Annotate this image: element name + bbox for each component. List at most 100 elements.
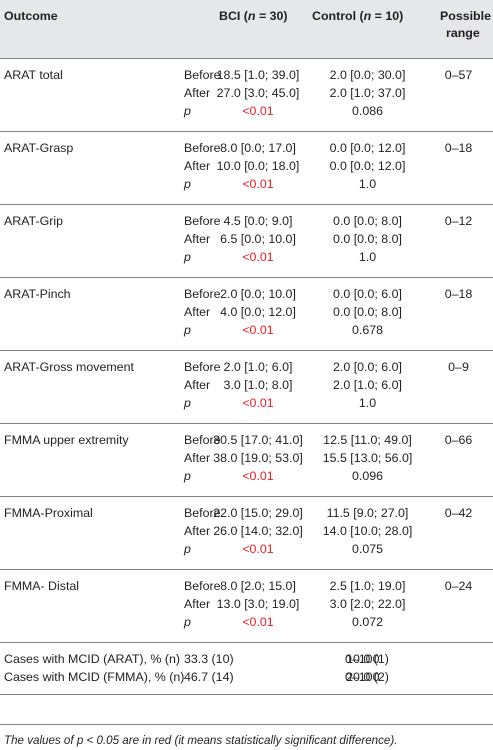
control-after-value: 0.0 [0.0; 8.0] xyxy=(333,305,402,319)
possible-range-value: 0–18 xyxy=(444,287,473,301)
header-range-line1: Possible xyxy=(440,9,491,23)
bci-after-value: 4.0 [0.0; 12.0] xyxy=(220,305,296,319)
bci-after-value: 3.0 [1.0; 8.0] xyxy=(223,378,293,392)
control-after-value: 2.0 [1.0; 6.0] xyxy=(333,378,402,392)
row-divider xyxy=(0,569,493,570)
bci-before-value: 8.0 [2.0; 15.0] xyxy=(220,579,296,593)
after-label: After xyxy=(184,451,211,465)
control-after-value: 14.0 [10.0; 28.0] xyxy=(322,524,413,538)
outcome-label: ARAT-Grip xyxy=(4,214,63,228)
control-after-value: 2.0 [1.0; 37.0] xyxy=(329,86,406,100)
control-p-value: 0.096 xyxy=(351,469,383,483)
after-label: After xyxy=(184,597,211,611)
control-before-value: 11.5 [9.0; 27.0] xyxy=(326,506,409,520)
p-label: p xyxy=(184,250,191,264)
after-label: After xyxy=(184,378,211,392)
before-label: Before xyxy=(184,579,221,593)
control-after-value: 0.0 [0.0; 12.0] xyxy=(329,159,406,173)
bci-before-value: 4.5 [0.0; 9.0] xyxy=(223,214,293,228)
bci-p-value: <0.01 xyxy=(242,542,274,556)
row-divider xyxy=(0,204,493,205)
before-label: Before xyxy=(184,506,221,520)
before-label: Before xyxy=(184,287,221,301)
row-divider xyxy=(0,496,493,497)
bci-p-value: <0.01 xyxy=(242,615,274,629)
bci-before-value: 18.5 [1.0; 39.0] xyxy=(216,68,300,82)
possible-range-value: 0–18 xyxy=(444,141,473,155)
mcid-control-value: 20.0 (2) xyxy=(346,670,389,684)
control-before-value: 2.0 [0.0; 30.0] xyxy=(329,68,406,82)
p-label: p xyxy=(184,542,191,556)
bci-after-value: 6.5 [0.0; 10.0] xyxy=(220,232,296,246)
control-before-value: 0.0 [0.0; 8.0] xyxy=(333,214,402,228)
row-divider xyxy=(0,423,493,424)
outcome-label: FMMA upper extremity xyxy=(4,433,129,447)
bci-p-value: <0.01 xyxy=(242,104,274,118)
mcid-label: Cases with MCID (ARAT), % (n) xyxy=(4,652,181,666)
possible-range-value: 0–42 xyxy=(444,506,473,520)
row-divider xyxy=(0,131,493,132)
bci-before-value: 2.0 [0.0; 10.0] xyxy=(220,287,296,301)
mcid-range-value: 0–100 xyxy=(345,652,380,666)
control-before-value: 2.0 [0.0; 6.0] xyxy=(333,360,402,374)
control-before-value: 12.5 [11.0; 49.0] xyxy=(323,433,412,447)
bci-before-value: 22.0 [15.0; 29.0] xyxy=(213,506,303,520)
before-label: Before xyxy=(184,141,221,155)
possible-range-value: 0–9 xyxy=(448,360,469,374)
header-range-line2: range xyxy=(446,26,480,40)
before-label: Before xyxy=(184,433,221,447)
outcome-label: ARAT-Gross movement xyxy=(4,360,134,374)
bci-after-value: 26.0 [14.0; 32.0] xyxy=(213,524,303,538)
bci-p-value: <0.01 xyxy=(242,323,274,337)
header-outcome: Outcome xyxy=(4,9,58,23)
mcid-control-value: 10.0 (1) xyxy=(346,652,389,666)
control-before-value: 2.5 [1.0; 19.0] xyxy=(329,579,406,593)
control-p-value: 1.0 xyxy=(358,396,377,410)
bci-before-value: 2.0 [1.0; 6.0] xyxy=(223,360,293,374)
after-label: After xyxy=(184,159,211,173)
outcome-label: ARAT-Pinch xyxy=(4,287,71,301)
control-after-value: 0.0 [0.0; 8.0] xyxy=(333,232,402,246)
control-p-value: 1.0 xyxy=(358,250,377,264)
bci-before-value: 8.0 [0.0; 17.0] xyxy=(220,141,296,155)
bci-p-value: <0.01 xyxy=(242,250,274,264)
possible-range-value: 0–66 xyxy=(444,433,473,447)
control-p-value: 1.0 xyxy=(358,177,377,191)
before-label: Before xyxy=(184,214,221,228)
outcome-label: ARAT total xyxy=(4,68,63,82)
control-p-value: 0.075 xyxy=(351,542,383,556)
control-p-value: 0.086 xyxy=(351,104,383,118)
mcid-range-value: 0–100 xyxy=(345,670,380,684)
outcome-label: FMMA-Proximal xyxy=(4,506,93,520)
bci-after-value: 13.0 [3.0; 19.0] xyxy=(216,597,300,611)
bci-after-value: 27.0 [3.0; 45.0] xyxy=(216,86,300,100)
possible-range-value: 0–12 xyxy=(444,214,473,228)
p-label: p xyxy=(184,469,191,483)
bci-p-value: <0.01 xyxy=(242,396,274,410)
outcome-label: FMMA- Distal xyxy=(4,579,80,593)
mcid-bci-value: 33.3 (10) xyxy=(184,652,234,666)
bci-after-value: 38.0 [19.0; 53.0] xyxy=(213,451,303,465)
control-p-value: 0.678 xyxy=(351,323,383,337)
bci-p-value: <0.01 xyxy=(242,469,274,483)
outcome-label: ARAT-Grasp xyxy=(4,141,74,155)
bci-p-value: <0.01 xyxy=(242,177,274,191)
control-after-value: 15.5 [13.0; 56.0] xyxy=(322,451,413,465)
p-label: p xyxy=(184,104,191,118)
p-label: p xyxy=(184,615,191,629)
header-control: Control (n = 10) xyxy=(312,9,404,23)
mcid-label: Cases with MCID (FMMA), % (n) xyxy=(4,670,185,684)
before-label: Before xyxy=(184,68,221,82)
after-label: After xyxy=(184,232,211,246)
row-divider xyxy=(0,694,493,695)
row-divider xyxy=(0,350,493,351)
p-label: p xyxy=(184,177,191,191)
possible-range-value: 0–57 xyxy=(444,68,473,82)
after-label: After xyxy=(184,524,211,538)
control-before-value: 0.0 [0.0; 12.0] xyxy=(329,141,406,155)
p-label: p xyxy=(184,323,191,337)
after-label: After xyxy=(184,305,211,319)
control-before-value: 0.0 [0.0; 6.0] xyxy=(333,287,402,301)
row-divider xyxy=(0,724,493,725)
table-footnote: The values of p < 0.05 are in red (it me… xyxy=(4,734,398,747)
